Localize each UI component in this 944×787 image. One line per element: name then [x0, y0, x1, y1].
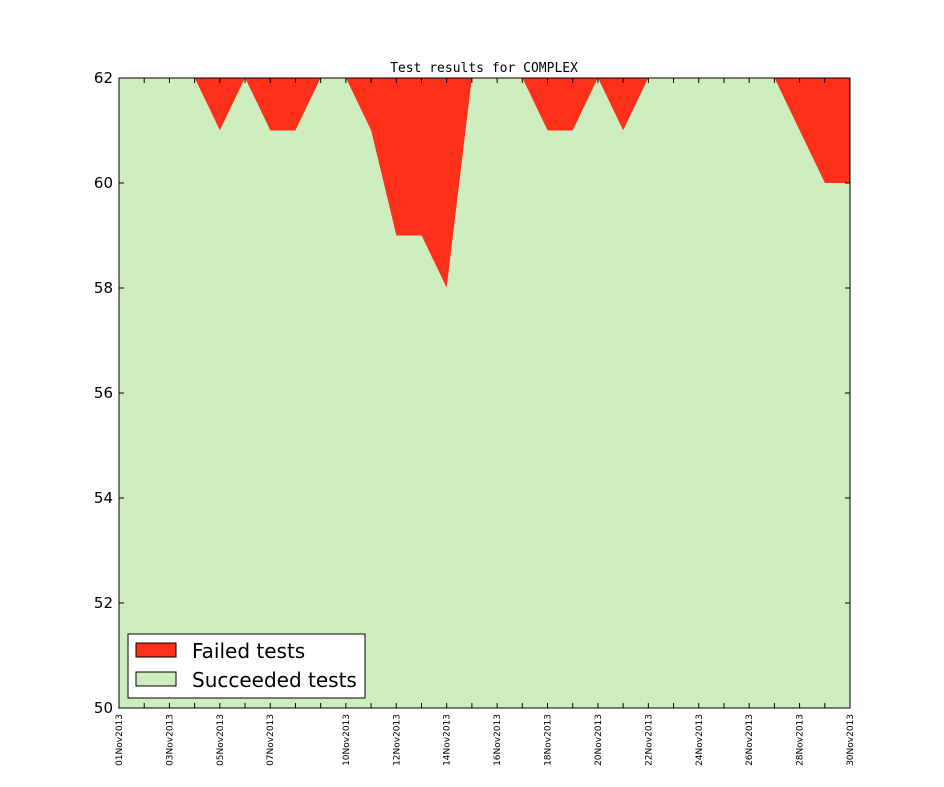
x-axis: 01Nov2013 03Nov2013 05Nov2013 07Nov2013 10No… — [115, 78, 856, 766]
x-tick-label: 01Nov2013 — [115, 714, 125, 766]
y-axis: 50 52 54 56 58 60 62 — [94, 69, 850, 717]
y-tick-label: 58 — [94, 279, 113, 297]
y-tick-label: 50 — [94, 699, 113, 717]
y-tick-label: 52 — [94, 594, 113, 612]
x-tick-label: 24Nov2013 — [695, 714, 705, 766]
x-tick-label: 28Nov2013 — [796, 714, 806, 766]
y-tick-label: 56 — [94, 384, 113, 402]
x-tick-label: 03Nov2013 — [165, 714, 175, 766]
legend-swatch-failed — [135, 642, 177, 658]
x-tick-label: 16Nov2013 — [493, 714, 503, 766]
y-tick-label: 54 — [94, 489, 113, 507]
x-tick-label: 07Nov2013 — [266, 714, 276, 766]
x-tick-label: 22Nov2013 — [644, 714, 654, 766]
x-tick-label: 05Nov2013 — [216, 714, 226, 766]
x-tick-label: 30Nov2013 — [846, 714, 856, 766]
y-tick-label: 62 — [94, 69, 113, 87]
legend-label-failed: Failed tests — [192, 639, 305, 663]
x-tick-label: 10Nov2013 — [342, 714, 352, 766]
plot-area — [118, 77, 851, 709]
legend-label-succeeded: Succeeded tests — [192, 668, 357, 692]
legend: Failed tests Succeeded tests — [127, 633, 366, 699]
series-area-succeeded — [119, 78, 850, 708]
x-tick-label: 26Nov2013 — [745, 714, 755, 766]
legend-swatch-succeeded — [135, 671, 177, 687]
chart-title: Test results for COMPLEX — [390, 61, 578, 76]
x-tick-label: 18Nov2013 — [544, 714, 554, 766]
y-tick-label: 60 — [94, 174, 113, 192]
x-tick-label: 12Nov2013 — [392, 714, 402, 766]
x-tick-label: 20Nov2013 — [594, 714, 604, 766]
x-tick-label: 14Nov2013 — [443, 714, 453, 766]
